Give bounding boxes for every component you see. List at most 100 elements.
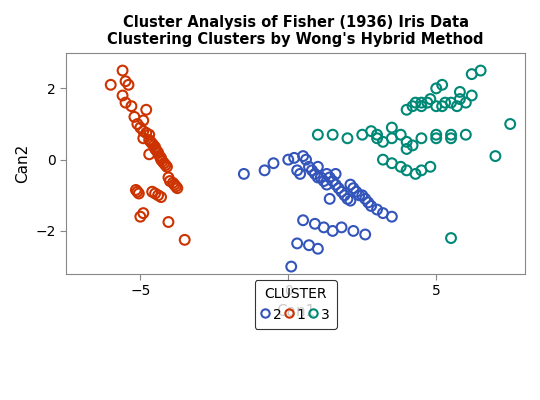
Point [447, 235, 455, 241]
Point [396, 164, 405, 170]
Point [367, 203, 375, 209]
Point [293, 167, 301, 174]
Point [332, 182, 340, 188]
Point [491, 153, 500, 159]
Point [402, 106, 411, 113]
Point [468, 92, 476, 99]
Point [337, 224, 346, 230]
Point [284, 156, 293, 163]
Point [417, 135, 426, 142]
Point [396, 132, 405, 138]
Point [145, 137, 153, 143]
Point [432, 103, 441, 109]
Legend: 2, 1, 3: 2, 1, 3 [255, 280, 336, 329]
Point [240, 171, 248, 177]
Point [456, 89, 464, 95]
Point [157, 156, 165, 163]
Point [349, 228, 357, 234]
Point [322, 182, 331, 188]
Point [447, 132, 455, 138]
Point [161, 162, 170, 168]
Point [441, 100, 449, 106]
Point [154, 149, 163, 156]
Point [453, 103, 461, 109]
Point [506, 121, 515, 127]
Point [287, 263, 295, 270]
Point [432, 85, 441, 92]
Point [163, 164, 171, 170]
Point [456, 96, 464, 102]
Point [326, 196, 334, 202]
Point [447, 135, 455, 142]
Point [361, 196, 369, 202]
Point [260, 167, 269, 174]
Point [379, 210, 387, 216]
Point [476, 67, 485, 74]
Point [172, 183, 180, 190]
Point [118, 67, 127, 74]
Point [314, 246, 322, 252]
Point [328, 178, 337, 184]
Point [379, 156, 387, 163]
Point [408, 103, 417, 109]
Point [157, 155, 165, 161]
Point [423, 100, 431, 106]
Point [388, 124, 396, 131]
Point [388, 214, 396, 220]
Point [314, 174, 322, 181]
Point [432, 132, 441, 138]
Point [326, 174, 334, 181]
Point [402, 139, 411, 145]
Point [154, 192, 163, 198]
Point [373, 206, 381, 213]
X-axis label: Can1: Can1 [276, 304, 315, 319]
Point [314, 164, 322, 170]
Point [142, 130, 151, 136]
Point [305, 164, 313, 170]
Point [170, 182, 179, 188]
Point [146, 139, 155, 145]
Point [148, 188, 157, 195]
Point [299, 153, 307, 159]
Point [164, 219, 173, 225]
Point [148, 140, 157, 147]
Point [373, 132, 381, 138]
Point [332, 171, 340, 177]
Point [432, 135, 441, 142]
Point [152, 148, 161, 154]
Point [462, 132, 470, 138]
Point [121, 100, 130, 106]
Point [447, 100, 455, 106]
Point [133, 188, 141, 195]
Point [160, 160, 168, 166]
Point [438, 82, 447, 88]
Point [310, 171, 319, 177]
Point [417, 100, 426, 106]
Point [358, 192, 367, 198]
Point [314, 132, 322, 138]
Point [290, 155, 299, 161]
Point [316, 174, 325, 181]
Point [151, 190, 159, 197]
Point [296, 171, 305, 177]
Point [136, 214, 145, 220]
Point [121, 78, 130, 84]
Point [320, 178, 328, 184]
Point [373, 135, 381, 142]
Point [320, 224, 328, 230]
Point [334, 185, 343, 191]
Point [411, 100, 420, 106]
Point [308, 167, 316, 174]
Point [337, 188, 346, 195]
Point [127, 103, 136, 109]
Point [166, 178, 174, 184]
Point [269, 160, 278, 166]
Point [402, 167, 411, 174]
Point [104, 39, 112, 45]
Point [145, 132, 153, 138]
Point [408, 142, 417, 148]
Point [438, 103, 447, 109]
Point [130, 114, 139, 120]
Point [358, 132, 367, 138]
Point [388, 160, 396, 166]
